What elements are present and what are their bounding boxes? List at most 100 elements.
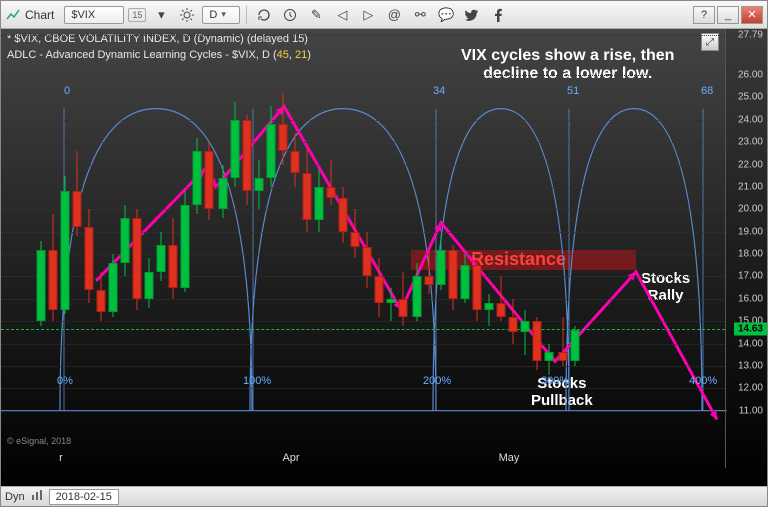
at-icon[interactable]: @ <box>383 5 405 25</box>
x-tick: r <box>59 452 63 464</box>
cycle-bottom-label: 0% <box>57 375 73 387</box>
candle <box>412 263 422 321</box>
candle <box>192 138 202 214</box>
candle <box>484 294 494 325</box>
statusbar: Dyn 2018-02-15 <box>1 486 767 506</box>
help-button[interactable]: ? <box>693 6 715 24</box>
y-tick: 19.00 <box>738 226 763 237</box>
window-controls: ? _ ✕ <box>693 6 763 24</box>
candle <box>350 209 360 258</box>
candle <box>168 218 178 299</box>
candle <box>72 151 82 236</box>
cycle-top-label: 68 <box>701 85 713 97</box>
clock-icon[interactable] <box>279 5 301 25</box>
facebook-icon[interactable] <box>487 5 509 25</box>
refresh-icon[interactable] <box>253 5 275 25</box>
candle <box>132 209 142 310</box>
y-tick: 21.00 <box>738 181 763 192</box>
cycle-bottom-label: 200% <box>423 375 451 387</box>
cycle-bottom-label: 100% <box>243 375 271 387</box>
cycle-top-label: 34 <box>433 85 445 97</box>
minimize-button[interactable]: _ <box>717 6 739 24</box>
y-tick: 12.00 <box>738 383 763 394</box>
close-button[interactable]: ✕ <box>741 6 763 24</box>
copyright: © eSignal, 2018 <box>7 436 71 446</box>
candle <box>48 214 58 321</box>
candle <box>144 258 154 307</box>
y-tick: 20.00 <box>738 204 763 215</box>
candle <box>386 288 396 322</box>
candle <box>424 250 434 295</box>
candle <box>180 191 190 292</box>
candle <box>472 258 482 321</box>
candle <box>532 317 542 371</box>
x-tick: May <box>499 452 520 464</box>
titlebar: Chart $VIX 15 ▾ D ✎ ◁ ▷ @ ⚯ 💬 ? _ ✕ <box>1 1 767 29</box>
chat-icon[interactable]: 💬 <box>435 5 457 25</box>
candle <box>242 115 252 204</box>
y-tick: 22.00 <box>738 159 763 170</box>
cycle-top-label: 0 <box>64 85 70 97</box>
candle <box>570 326 580 366</box>
candle <box>278 93 288 165</box>
candle <box>302 147 312 232</box>
y-tick: 13.00 <box>738 360 763 371</box>
window-title: Chart <box>25 8 54 22</box>
link-icon[interactable]: ⚯ <box>409 5 431 25</box>
y-tick: 24.00 <box>738 114 763 125</box>
candle <box>374 258 384 316</box>
symbol-input[interactable]: $VIX <box>64 6 124 24</box>
candle <box>460 254 470 303</box>
candle <box>84 209 94 303</box>
interval-select[interactable]: D <box>202 6 240 24</box>
status-date[interactable]: 2018-02-15 <box>49 489 119 505</box>
separator <box>246 6 247 24</box>
candle <box>558 317 568 366</box>
chart-canvas[interactable]: * $VIX, CBOE VOLATILITY INDEX, D (Dynami… <box>1 29 767 486</box>
y-tick: 25.00 <box>738 92 763 103</box>
candle <box>362 232 372 288</box>
chart-window: Chart $VIX 15 ▾ D ✎ ◁ ▷ @ ⚯ 💬 ? _ ✕ <box>0 0 768 507</box>
candle <box>254 160 264 209</box>
candle <box>314 169 324 232</box>
candle <box>266 106 276 187</box>
gear-icon[interactable] <box>176 5 198 25</box>
candle <box>496 276 506 321</box>
candle <box>338 187 348 243</box>
y-tick: 16.00 <box>738 293 763 304</box>
y-tick: 14.00 <box>738 338 763 349</box>
candle <box>108 254 118 317</box>
x-tick: Apr <box>282 452 299 464</box>
candle <box>290 133 300 187</box>
candle <box>60 176 70 315</box>
status-chart-icon <box>31 489 43 504</box>
y-axis: 11.0012.0013.0014.0015.0016.0017.0018.00… <box>725 29 767 468</box>
last-price-tag: 14.63 <box>734 323 767 336</box>
candle <box>218 165 228 219</box>
chevron-down-icon[interactable]: ▾ <box>150 5 172 25</box>
cycle-bottom-label: 300% <box>541 375 569 387</box>
candle <box>120 205 130 277</box>
badge-15: 15 <box>128 8 146 22</box>
candle <box>326 160 336 205</box>
candle <box>96 272 106 321</box>
status-dyn: Dyn <box>5 491 25 503</box>
y-tick: 26.00 <box>738 70 763 81</box>
cycle-bottom-label: 400% <box>689 375 717 387</box>
y-tick: 23.00 <box>738 137 763 148</box>
y-tick: 27.79 <box>738 30 763 41</box>
candle <box>544 344 554 375</box>
candle <box>204 142 214 220</box>
twitter-icon[interactable] <box>461 5 483 25</box>
play-forward-icon[interactable]: ▷ <box>357 5 379 25</box>
cycle-top-label: 51 <box>567 85 579 97</box>
chart-icon <box>5 7 21 23</box>
y-tick: 17.00 <box>738 271 763 282</box>
y-tick: 18.00 <box>738 249 763 260</box>
candle <box>508 299 518 344</box>
pencil-icon[interactable]: ✎ <box>305 5 327 25</box>
play-back-icon[interactable]: ◁ <box>331 5 353 25</box>
candle <box>448 245 458 310</box>
candle <box>398 272 408 326</box>
candle <box>156 232 166 281</box>
